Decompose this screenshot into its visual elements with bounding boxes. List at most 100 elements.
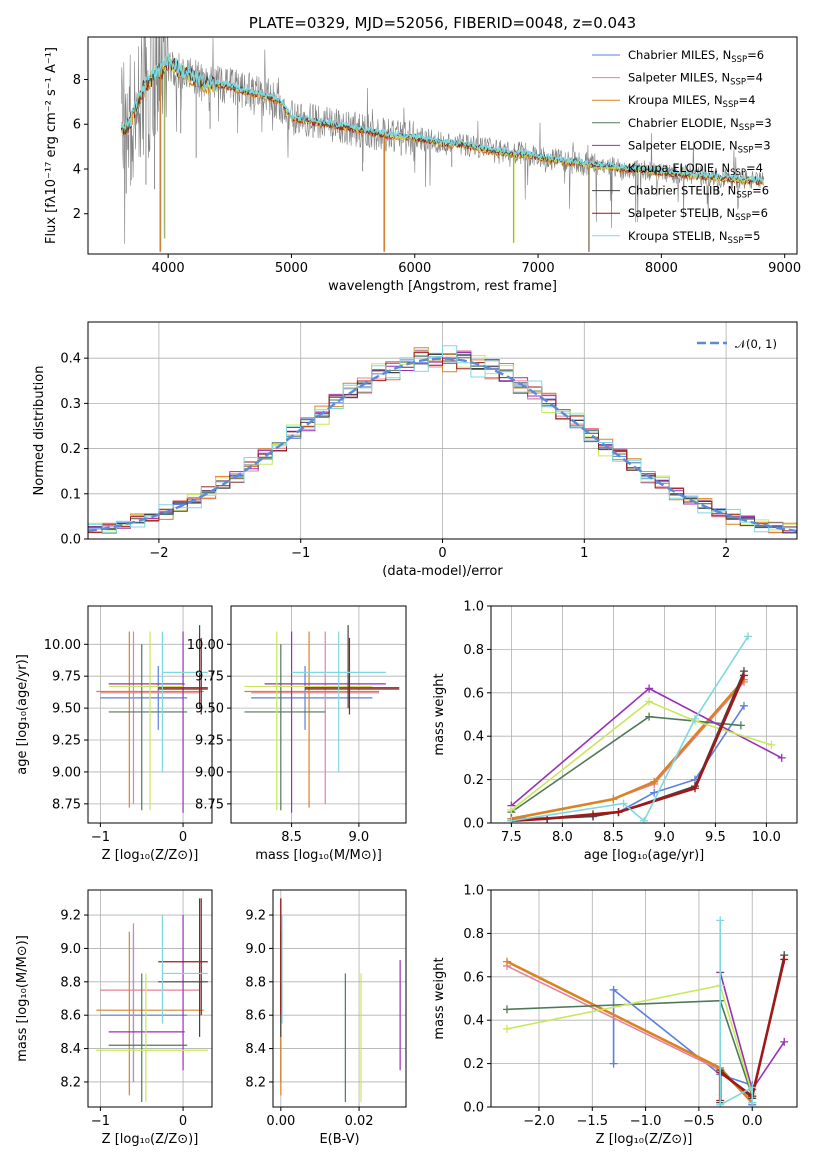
legend-entry: Salpeter STELIB, NSSP=6 [628,206,768,223]
y-tick-label: 8.8 [245,975,266,990]
y-tick-label: 10.00 [44,638,81,653]
x-axis-label: age [log₁₀(age/yr)] [584,848,705,863]
y-tick-label: 8.4 [60,1042,81,1057]
x-axis-label: (data-model)/error [382,564,503,579]
series-point [739,701,748,710]
y-tick-label: 0.0 [60,533,81,548]
series-point [640,816,648,823]
x-axis-label: Z [log₁₀(Z/Z⊙)] [596,1132,693,1147]
series-point [777,753,786,762]
series-point [691,784,699,793]
panel-massweight-vs-age: 7.5 8.0 8.5 9.0 9.5 10.0 0.0 0.2 0.4 0.6 0.8 1.0 age… [432,600,798,863]
legend-entry-name: Salpeter ELODIE, N [628,138,738,152]
y-tick-label: 8.6 [60,1009,81,1024]
series-point [744,632,753,641]
plot-area [96,625,208,813]
y-tick-label: 0.4 [463,1014,484,1029]
legend-entry-count: =6 [751,206,768,220]
y-tick-label: 10.00 [187,638,224,653]
plot-area [502,916,789,1107]
axes-frame [87,605,213,824]
y-tick-label: 8.4 [245,1042,266,1057]
chart-title: PLATE=0329, MJD=52056, FIBERID=0048, z=0… [249,14,636,32]
x-tick-label: 1 [580,546,588,561]
legend-entry-name: Salpeter MILES, N [628,71,730,85]
y-tick-label: 0.3 [60,397,81,412]
legend-entry: Chabrier ELODIE, NSSP=3 [628,116,772,133]
series-point [609,1059,618,1068]
y-tick-label: 8.2 [245,1075,266,1090]
panel-mass-vs-ebv: 0.00 0.02 8.2 8.4 8.6 8.8 9.0 9.2 E(B-V) [245,889,407,1147]
y-axis-label: mass weight [432,673,447,755]
y-tick-label: 8.75 [52,797,81,812]
y-axis-label: mass [log₁₀(M/M⊙)] [15,935,30,1062]
y-tick-label: 9.00 [195,765,224,780]
y-tick-label: 9.2 [60,909,81,924]
legend-entry-subscript: SSP [736,191,752,201]
y-tick-label: 0.6 [463,686,484,701]
series-line [719,920,753,1107]
plot-area [120,37,764,252]
x-tick-label: −2.0 [523,1114,555,1129]
legend-entry-count: =6 [752,184,769,198]
series-line [506,960,754,1104]
axes-frame [490,889,798,1108]
x-tick-label: −1.5 [577,1114,609,1129]
plot-area [96,898,208,1102]
y-tick-label: 9.75 [195,670,224,685]
series-line [511,670,745,822]
series-point [645,684,654,693]
series-point [748,1098,757,1107]
histogram-step-line [88,345,797,537]
panel-mass-vs-z: −1 0 8.2 8.4 8.6 8.8 9.0 9.2 Z [log₁₀(Z/Z⊙)] mass… [15,889,213,1147]
legend-entry: Salpeter MILES, NSSP=4 [628,71,763,88]
y-axis-label: age [log₁₀(age/yr)] [15,654,30,775]
legend-entry-name: Chabrier STELIB, N [628,184,736,198]
x-tick-label: 7.5 [501,830,522,845]
x-tick-label: 8.5 [281,830,302,845]
x-axis-label: Z [log₁₀(Z/Z⊙)] [102,1132,199,1147]
series-line [506,999,753,1097]
legend-entry-count: =4 [738,93,755,107]
panel-spectrum: 4000 5000 6000 7000 8000 9000 2 4 6 8 PLATE=0329, … [44,14,801,294]
axes-frame [230,605,407,824]
legend-entry-count: =3 [754,138,771,152]
series-point [589,810,597,819]
legend-entry-subscript: SSP [739,123,755,133]
legend-entry-count: =4 [746,161,763,175]
axes-frame [87,36,798,255]
legend-entry: Kroupa STELIB, NSSP=5 [628,229,760,246]
series-point [767,740,776,749]
y-tick-label: 8.8 [60,975,81,990]
y-tick-label: 9.0 [245,942,266,957]
legend-entry-count: =5 [743,229,760,243]
x-tick-label: −0.5 [683,1114,715,1129]
y-tick-label: 0.2 [463,1057,484,1072]
series-line [511,674,746,823]
x-tick-label: 5000 [275,261,308,276]
x-tick-label: 7000 [522,261,555,276]
y-tick-label: 8 [73,73,81,88]
x-axis-label: E(B-V) [319,1132,359,1147]
series-point [507,805,516,814]
x-tick-label: −1 [291,546,310,561]
legend-entry-name: Kroupa STELIB, N [628,229,728,243]
legend-entry-subscript: SSP [738,145,754,155]
y-tick-label: 0.0 [463,817,484,832]
y-tick-label: 8.2 [60,1075,81,1090]
gaussian-curve [88,357,797,533]
legend-entry-count: =6 [747,48,764,62]
series-point [691,714,699,723]
x-tick-label: 9000 [768,261,801,276]
series-point [614,808,623,817]
series-point [502,1024,511,1033]
series-line [510,700,772,811]
x-tick-label: 0.0 [742,1114,763,1129]
x-tick-label: 9.5 [705,830,726,845]
y-tick-label: 9.50 [195,702,224,717]
legend-entry-name: Salpeter STELIB, N [628,206,735,220]
x-tick-label: 8.0 [552,830,573,845]
histogram-step-line [88,352,797,538]
legend-entry: Chabrier MILES, NSSP=6 [628,48,764,65]
